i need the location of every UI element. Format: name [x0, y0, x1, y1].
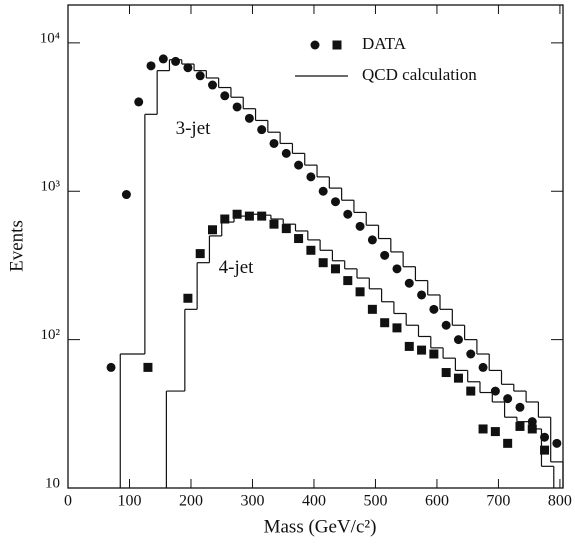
data-point: [281, 148, 291, 158]
data-point: [478, 424, 488, 434]
data-point: [404, 341, 414, 351]
data-point: [143, 362, 153, 372]
data-point: [232, 102, 242, 112]
data-point: [269, 138, 279, 148]
legend-marker: [332, 40, 342, 50]
data-point: [306, 172, 316, 182]
data-point: [158, 54, 168, 64]
data-point: [417, 290, 427, 300]
data-point: [429, 304, 439, 314]
x-tick-label: 400: [302, 493, 326, 510]
data-point: [380, 250, 390, 260]
data-point: [503, 438, 513, 448]
data-point: [183, 63, 193, 73]
data-point: [392, 323, 402, 333]
data-point: [527, 424, 537, 434]
data-point: [490, 427, 500, 437]
data-point: [429, 349, 439, 359]
data-point: [171, 56, 181, 66]
x-tick-label: 300: [240, 493, 264, 510]
data-point: [281, 224, 291, 234]
legend-label: DATA: [362, 34, 407, 53]
data-point: [367, 235, 377, 245]
data-point: [257, 211, 267, 221]
data-point: [367, 304, 377, 314]
data-point: [552, 438, 562, 448]
data-point: [220, 91, 230, 101]
data-point: [294, 234, 304, 244]
data-point: [330, 264, 340, 274]
y-tick-label: 10²: [41, 327, 61, 343]
legend-label: QCD calculation: [362, 65, 477, 84]
data-point: [503, 394, 513, 404]
x-tick-label: 500: [363, 493, 387, 510]
data-point: [121, 190, 131, 200]
data-point: [380, 318, 390, 328]
x-tick-label: 0: [64, 493, 72, 510]
x-tick-label: 700: [486, 493, 510, 510]
data-point: [134, 97, 144, 107]
data-point: [220, 214, 230, 224]
data-point: [318, 186, 328, 196]
data-point: [441, 368, 451, 378]
plot-frame: [67, 4, 564, 489]
data-point: [343, 276, 353, 286]
data-point: [306, 245, 316, 255]
data-point: [269, 219, 279, 229]
data-point: [540, 432, 550, 442]
data-point: [208, 225, 218, 235]
data-point: [453, 373, 463, 383]
data-point: [466, 386, 476, 396]
data-point: [294, 160, 304, 170]
data-point: [515, 402, 525, 412]
data-point: [466, 349, 476, 359]
y-tick-label: 10: [45, 475, 60, 491]
data-point: [232, 209, 242, 219]
annotation: 3-jet: [176, 118, 212, 139]
x-tick-label: 200: [179, 493, 203, 510]
x-tick-label: 100: [117, 493, 141, 510]
data-point: [540, 445, 550, 455]
data-point: [478, 362, 488, 372]
data-point: [330, 197, 340, 207]
data-point: [417, 345, 427, 355]
y-tick-label: 10⁴: [40, 30, 60, 46]
data-point: [355, 287, 365, 297]
legend-marker: [310, 40, 320, 50]
data-point: [244, 211, 254, 221]
data-point: [515, 421, 525, 431]
data-point: [392, 264, 402, 274]
data-point: [208, 80, 218, 90]
data-point: [343, 209, 353, 219]
data-point: [441, 320, 451, 330]
data-point: [195, 249, 205, 259]
data-point: [183, 293, 193, 303]
data-point: [106, 362, 116, 372]
data-point: [146, 61, 156, 71]
data-point: [244, 113, 254, 123]
data-point: [195, 71, 205, 81]
data-point: [404, 278, 414, 288]
annotation: 4-jet: [219, 257, 255, 278]
data-point: [257, 125, 267, 135]
data-point: [490, 386, 500, 396]
x-tick-label: 600: [425, 493, 449, 510]
data-point: [318, 258, 328, 268]
y-axis-label: Events: [6, 220, 27, 272]
x-tick-label: 800: [548, 493, 572, 510]
y-tick-label: 10³: [41, 179, 61, 195]
data-point: [355, 221, 365, 231]
data-point: [527, 417, 537, 427]
data-point: [453, 335, 463, 345]
x-axis-label: Mass (GeV/c²): [264, 516, 377, 537]
